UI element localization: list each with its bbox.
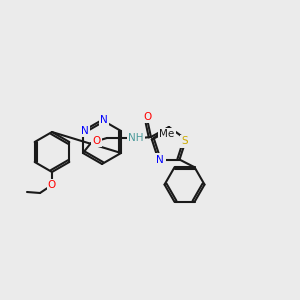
Text: Me: Me [159,129,175,140]
Text: NH: NH [128,133,144,143]
Text: N: N [100,115,108,125]
Text: N: N [81,126,89,136]
Text: S: S [182,136,188,146]
Text: N: N [157,154,164,165]
Text: O: O [48,180,56,190]
Text: O: O [144,112,152,122]
Text: O: O [93,136,101,146]
